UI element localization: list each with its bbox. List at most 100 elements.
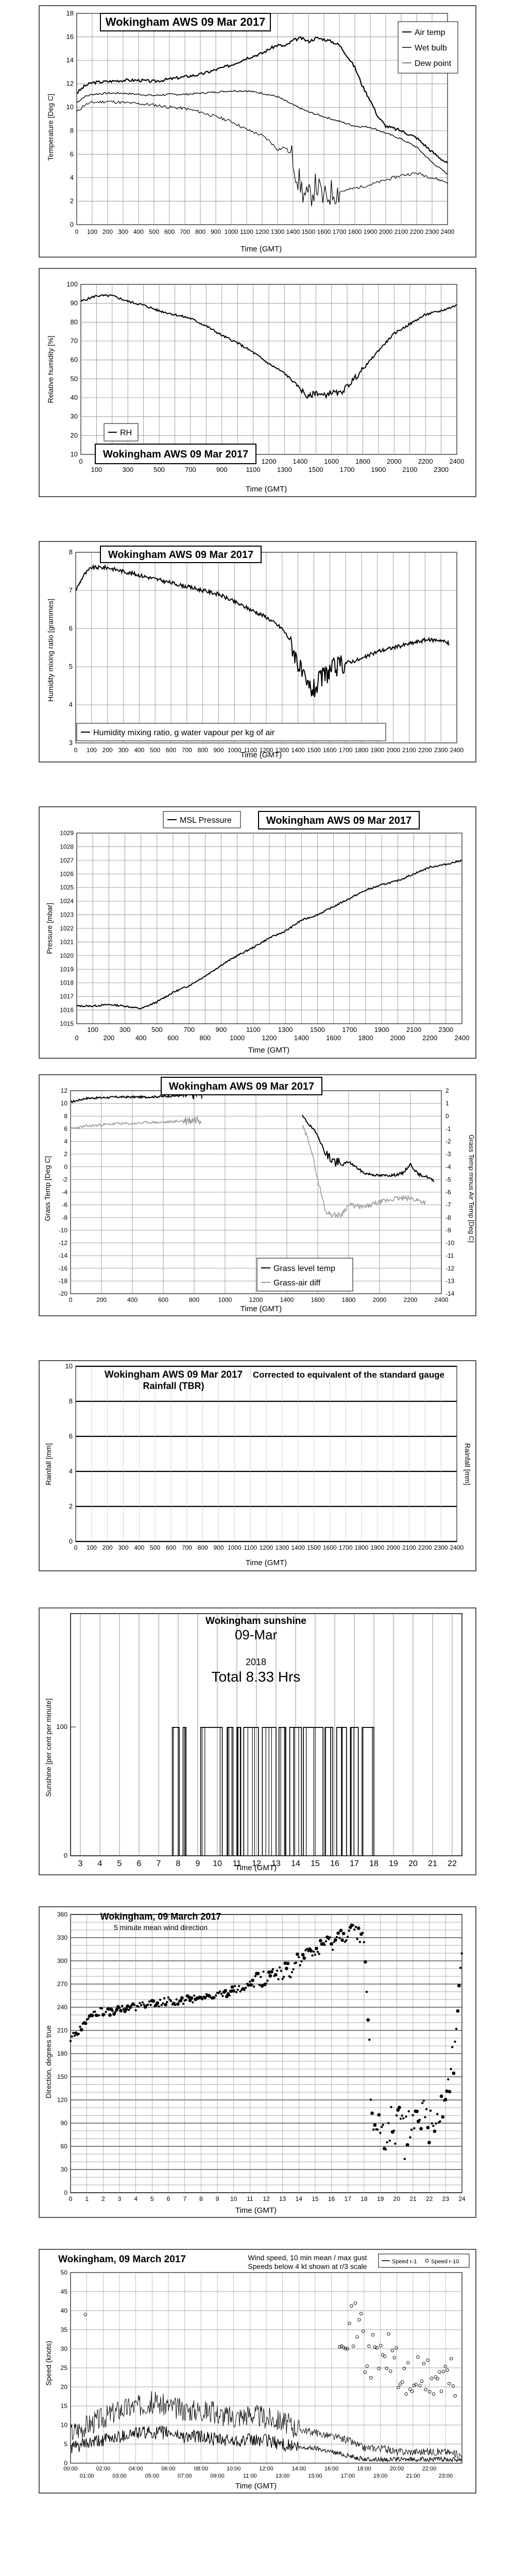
x-tick-label: 1000 [218, 1296, 232, 1303]
y-tick-label: 12 [61, 1087, 68, 1094]
gust-marker [379, 2344, 383, 2347]
x-tick-label: 300 [119, 1026, 131, 1033]
legend-msl-pressure: MSL Pressure [180, 816, 232, 825]
x-tick-label: 12 [263, 2195, 270, 2202]
speed-svg: 0 5 10 15 20 25 30 35 40 45 50 00:00 02:00 04:00 06:00… [44, 2253, 470, 2490]
gust-marker [422, 2362, 426, 2365]
gust-marker [406, 2361, 410, 2365]
direction-point [369, 2098, 372, 2101]
sunshine-on-4 [237, 1727, 241, 1728]
direction-point [439, 2120, 441, 2123]
direction-xlabel: Time (GMT) [235, 2206, 277, 2215]
x-tick-label: 2100 [402, 747, 416, 754]
speed-title: Wokingham, 09 March 2017 [58, 2254, 186, 2265]
direction-point [111, 2010, 114, 2012]
x-tick-label: 400 [127, 1296, 138, 1303]
humidity-title: Wokingham AWS 09 Mar 2017 [103, 449, 248, 460]
direction-point [107, 2007, 111, 2011]
x-tick-label: 0 [74, 747, 78, 754]
direction-point [128, 2005, 132, 2009]
gust-marker [434, 2375, 437, 2379]
sunshine-on-3 [227, 1727, 233, 1728]
x-tick-label: 2200 [404, 1296, 418, 1303]
gust-marker [420, 2379, 424, 2383]
x-tick-label: 1800 [348, 228, 362, 235]
direction-point [112, 2012, 116, 2016]
x-tick-label: 2100 [394, 228, 408, 235]
legend-grass-level: Grass level temp [273, 1264, 335, 1273]
x-tick-label: 2400 [455, 1034, 470, 1042]
grass-legend [256, 1258, 353, 1292]
legend-dew-point: Dew point [415, 59, 452, 68]
x-tick-label: 500 [151, 1026, 163, 1033]
direction-point [180, 1996, 184, 2000]
y-tick-label: 1016 [60, 1007, 74, 1014]
direction-point [179, 1999, 183, 2003]
direction-point [163, 1997, 166, 1999]
x-tick-label: 400 [133, 228, 144, 235]
gust-marker [443, 2365, 447, 2368]
direction-point [314, 1953, 316, 1956]
gust-marker [375, 2346, 379, 2350]
direction-point [426, 2126, 430, 2129]
y-tick-label: 100 [56, 1723, 67, 1731]
y-tick-label: 240 [57, 2004, 67, 2011]
x-tick-label: 1400 [291, 747, 305, 754]
x-tick-label: 1500 [310, 1026, 325, 1033]
x-tick-label: 200 [102, 747, 113, 754]
direction-point [156, 2001, 160, 2005]
x-tick-label: 1900 [370, 1544, 384, 1551]
x-tick-label: 2 [101, 2195, 105, 2202]
x-tick-label: 8 [199, 2195, 203, 2202]
x-tick-label: 800 [198, 747, 208, 754]
gust-marker [430, 2377, 434, 2380]
x-tick-label: 6 [137, 1859, 142, 1868]
y-tick-label: 8 [69, 548, 73, 556]
x-tick-label: 1300 [278, 1026, 293, 1033]
direction-point [167, 1996, 170, 1999]
x-tick-label: 2300 [434, 747, 448, 754]
direction-point [228, 1994, 231, 1997]
direction-point [79, 2025, 81, 2028]
direction-point [236, 1988, 239, 1991]
speed-legend [378, 2253, 470, 2268]
y-tick-label: 0 [64, 2189, 67, 2196]
direction-point [164, 2003, 167, 2007]
direction-point [103, 2013, 106, 2016]
gust-marker [390, 2349, 394, 2352]
x-tick-label: 1900 [370, 747, 384, 754]
direction-point [304, 1949, 307, 1952]
y-tick-label: 5 [69, 663, 73, 670]
grass-air-diff-line [70, 1115, 202, 1130]
direction-point [455, 2027, 458, 2030]
direction-point [192, 2001, 194, 2004]
direction-point [182, 2003, 185, 2005]
direction-point [71, 2035, 73, 2038]
direction-point [166, 2001, 168, 2004]
gust-marker [436, 2377, 439, 2381]
y-tick-label: 20 [71, 431, 78, 439]
temperature-xlabel: Time (GMT) [241, 245, 282, 253]
direction-point [280, 1970, 283, 1972]
x-tick-label: 2200 [418, 747, 432, 754]
x-tick-label: 21 [409, 2195, 417, 2202]
direction-point [230, 1985, 234, 1989]
x-tick-label: 02:00 [96, 2466, 111, 2472]
sunshine-on-7 [279, 1727, 286, 1728]
direction-point [457, 1984, 461, 1988]
x-tick-label: 19 [389, 1859, 398, 1868]
gust-marker [408, 2387, 412, 2391]
direction-point [160, 2004, 163, 2007]
direction-point [128, 2009, 130, 2011]
x-tick-label: 0 [75, 1034, 78, 1042]
temperature-title-box [100, 13, 271, 31]
direction-point [418, 2119, 421, 2121]
y2-tick-label: 0 [445, 1112, 449, 1120]
y-tick-label: 10 [61, 2421, 68, 2429]
x-tick-label: 1000 [228, 747, 242, 754]
direction-point [409, 2136, 411, 2139]
y-tick-label: 1015 [60, 1020, 74, 1027]
y-tick-label: 1024 [60, 897, 74, 905]
rainfall-chart: 0 2 4 6 8 10 0 100 200 300 400 500 600 700 800 900 1000 1… [39, 1360, 476, 1571]
direction-point [247, 1983, 250, 1987]
